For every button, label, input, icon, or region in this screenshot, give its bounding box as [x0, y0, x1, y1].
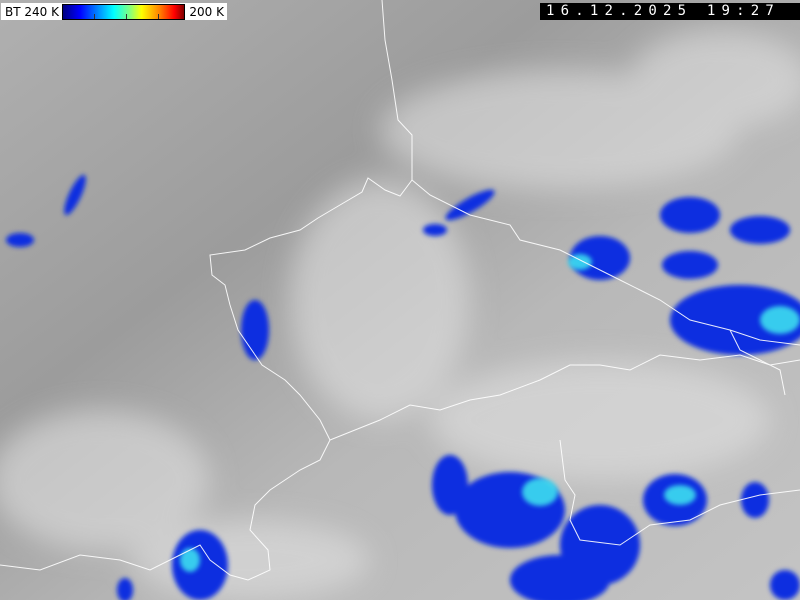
coldest-cloud-tops: [180, 254, 800, 572]
color-scale-bar: [61, 3, 186, 20]
legend-min-label: BT 240 K: [5, 4, 59, 19]
scale-tick: [157, 13, 159, 19]
timestamp: 16.12.2025 19:27: [540, 3, 800, 20]
scale-tick: [93, 13, 95, 19]
country-borders: [0, 0, 800, 581]
scale-tick: [125, 13, 127, 19]
legend-max-label: 200 K: [189, 4, 224, 19]
color-scale-legend: BT 240 K 200 K: [1, 3, 227, 20]
